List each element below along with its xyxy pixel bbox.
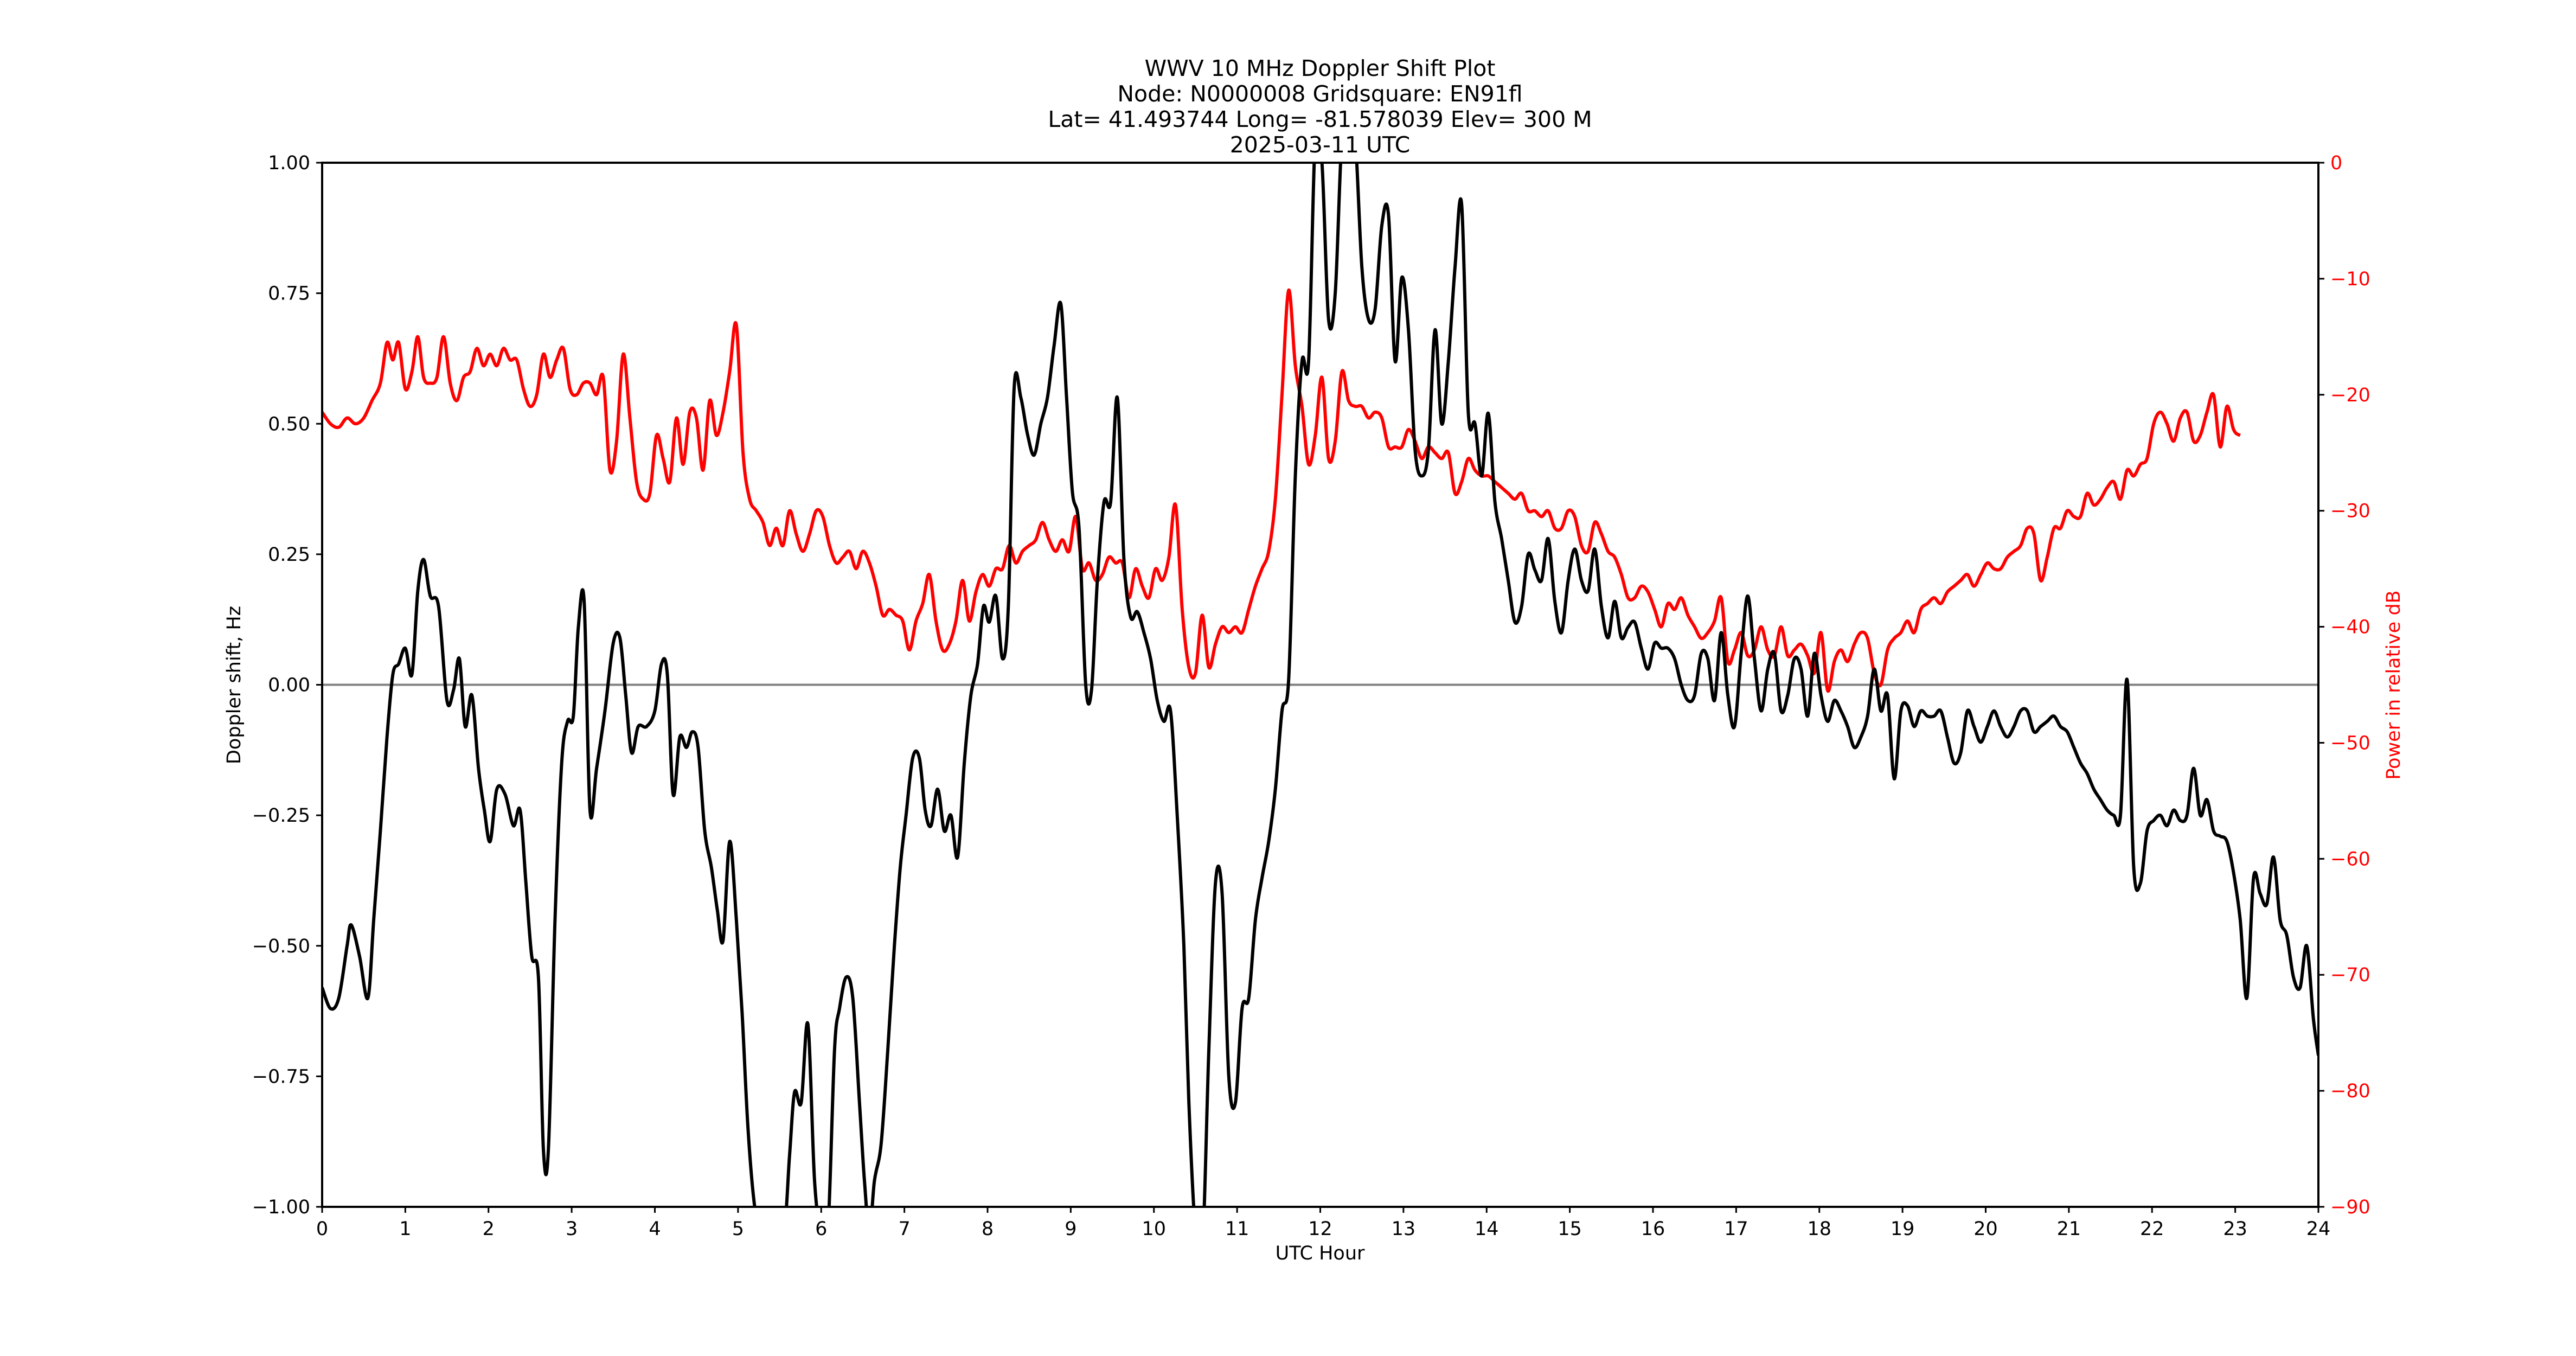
x-tick-label: 3 [566,1218,578,1240]
x-tick-label: 5 [732,1218,744,1240]
x-tick-label: 11 [1225,1218,1249,1240]
x-tick-label: 24 [2306,1218,2331,1240]
y2-tick-label: −90 [2330,1197,2370,1218]
y-tick-label: 0.00 [268,675,310,696]
y-tick-label: 1.00 [268,152,310,174]
title-line-4: 2025-03-11 UTC [1230,132,1411,158]
x-tick-label: 9 [1065,1218,1076,1240]
y2-tick-label: −70 [2330,964,2370,986]
x-tick-label: 21 [2057,1218,2081,1240]
y2-tick-label: −80 [2330,1080,2370,1102]
x-tick-label: 8 [982,1218,994,1240]
x-axis-ticks: 0 1 2 3 4 5 6 7 8 9 10 11 12 13 14 15 16 17 18 19 20 21 22 23 24 [316,1207,2330,1240]
title-line-3: Lat= 41.493744 Long= -81.578039 Elev= 30… [1048,106,1592,132]
x-axis-label: UTC Hour [1276,1243,1365,1264]
y2-tick-label: 0 [2330,152,2342,174]
title-line-1: WWV 10 MHz Doppler Shift Plot [1145,55,1496,81]
y-axis-right-label: Power in relative dB [2383,590,2405,779]
y2-tick-label: −30 [2330,501,2370,522]
y-tick-label: 0.25 [268,544,310,566]
power-series-line [322,289,2241,693]
y-axis-right-ticks: 0 −10 −20 −30 −40 −50 −60 −70 −80 −90 [2318,152,2370,1218]
x-tick-label: 22 [2140,1218,2164,1240]
x-tick-label: 23 [2223,1218,2247,1240]
x-tick-label: 13 [1392,1218,1416,1240]
y2-tick-label: −10 [2330,268,2370,290]
x-tick-label: 15 [1558,1218,1582,1240]
y-tick-label: −0.75 [252,1066,310,1088]
y-axis-left-label: Doppler shift, Hz [223,606,245,764]
y2-tick-label: −20 [2330,385,2370,406]
x-tick-label: 2 [483,1218,495,1240]
y-tick-label: 0.50 [268,413,310,435]
x-tick-label: 1 [399,1218,411,1240]
x-tick-label: 6 [815,1218,827,1240]
y-tick-label: −0.50 [252,936,310,957]
x-tick-label: 12 [1308,1218,1332,1240]
x-tick-label: 16 [1641,1218,1665,1240]
x-tick-label: 17 [1724,1218,1748,1240]
y2-tick-label: −60 [2330,848,2370,870]
x-tick-label: 4 [649,1218,661,1240]
x-tick-label: 0 [316,1218,328,1240]
x-tick-label: 14 [1475,1218,1499,1240]
y-tick-label: −0.25 [252,805,310,827]
title-line-2: Node: N0000008 Gridsquare: EN91fl [1117,81,1522,107]
x-tick-label: 20 [1973,1218,1998,1240]
y2-tick-label: −40 [2330,617,2370,638]
doppler-series-line [322,163,2318,1207]
x-tick-label: 19 [1891,1218,1915,1240]
y-tick-label: 0.75 [268,283,310,305]
y-tick-label: −1.00 [252,1197,310,1218]
x-tick-label: 18 [1807,1218,1831,1240]
y2-tick-label: −50 [2330,732,2370,754]
y-axis-left-ticks: 1.00 0.75 0.50 0.25 0.00 −0.25 −0.50 −0.75 −1.00 [252,152,322,1218]
x-tick-label: 10 [1142,1218,1166,1240]
x-tick-label: 7 [898,1218,910,1240]
chart-title: WWV 10 MHz Doppler Shift Plot Node: N000… [1048,55,1592,158]
